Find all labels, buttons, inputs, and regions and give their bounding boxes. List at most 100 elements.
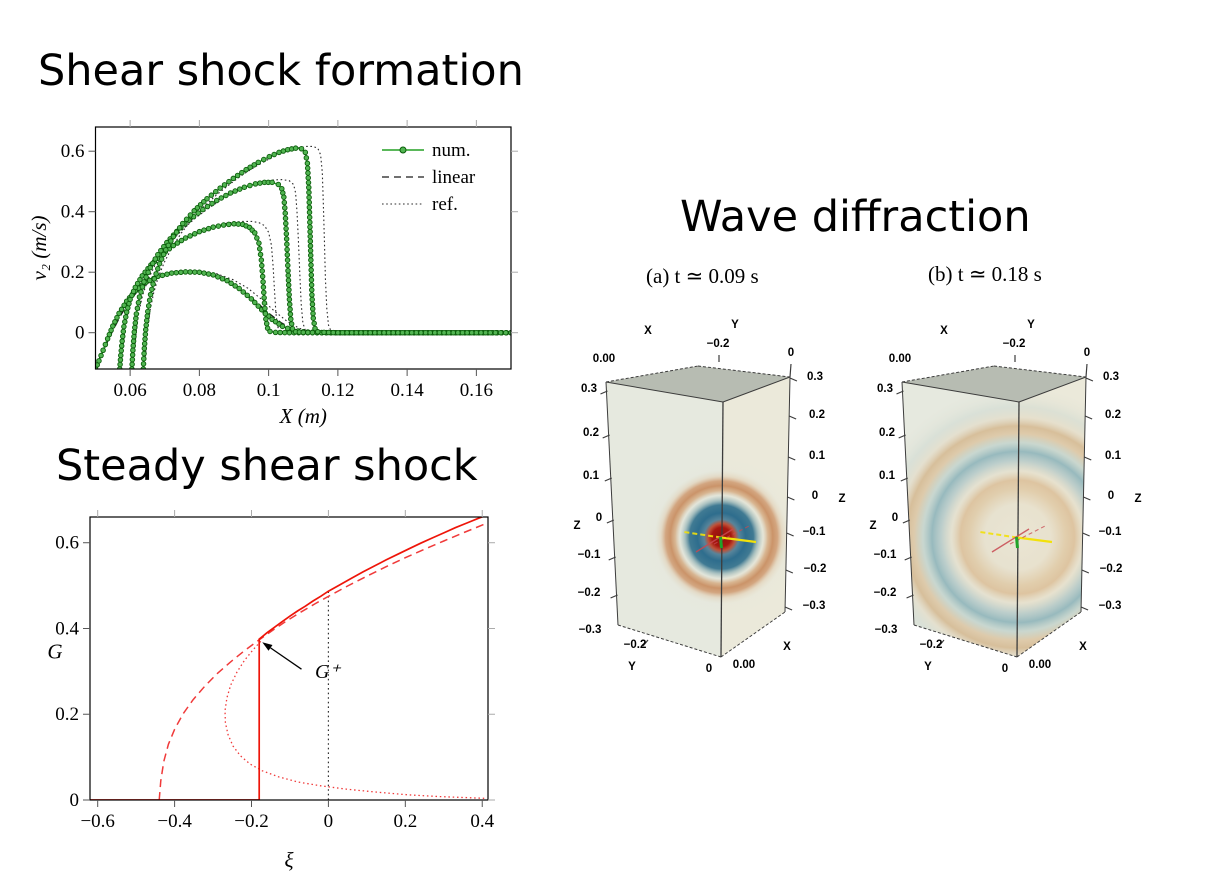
wave-volume-a-figure: 0.00 0.3 0.2 0.1 0 Z −0.1 −0.2 −0.3 0 0.3 0.2 0.1 0 Z −… bbox=[558, 300, 858, 700]
x-tick-label: 0.1 bbox=[257, 380, 281, 401]
wave-volume-b-figure: 0.00 0.3 0.2 0.1 0 Z −0.1 −0.2 −0.3 0 0.3 0.2 0.1 0 Z −… bbox=[854, 300, 1154, 700]
y-tick-label: 0.4 bbox=[55, 618, 79, 639]
y-axis-label: v₂ (m/s) bbox=[30, 215, 51, 280]
series-upper-branch bbox=[158, 523, 485, 800]
x-tick-label: 0.06 bbox=[114, 380, 147, 401]
cube-axis-label-left: −0.1 bbox=[578, 549, 601, 561]
steady-shock-figure: −0.6 −0.4 −0.2 0 0.2 0.4 0 0.2 0.4 0.6 ξ G G⁺ bbox=[25, 505, 545, 880]
legend-label: linear bbox=[432, 167, 476, 188]
cube-axis-label-right: −0.2 bbox=[1100, 563, 1123, 575]
cube-axis-label-right: 0.1 bbox=[1105, 450, 1122, 462]
series-shock-solution bbox=[90, 517, 485, 800]
probe-axes-glyph bbox=[979, 524, 1053, 553]
cube-b-caption: (b) t ≃ 0.18 s bbox=[928, 262, 1042, 286]
cube-axis-label-top: −0.2 bbox=[707, 338, 730, 350]
cube-axis-label-right: 0.2 bbox=[809, 409, 825, 421]
cube-axis-label-left: 0.3 bbox=[877, 383, 893, 395]
cube-axis-label-right: 0 bbox=[812, 490, 818, 502]
cube-axis-label-bottom: X bbox=[1079, 641, 1087, 653]
plot-area bbox=[95, 145, 511, 369]
plot-box bbox=[89, 516, 489, 801]
cube-front-edge bbox=[720, 401, 724, 658]
cube-top-face bbox=[606, 366, 790, 402]
x-axis-label: X (m) bbox=[279, 404, 327, 428]
cube-axis-label-bottom: 0.00 bbox=[1029, 659, 1051, 671]
shear-formation-title: Shear shock formation bbox=[38, 46, 524, 96]
wave-volume-b: 0.00 0.3 0.2 0.1 0 Z −0.1 −0.2 −0.3 0 0.3 0.2 0.1 0 Z −… bbox=[869, 319, 1141, 675]
y-tick-label: 0 bbox=[70, 790, 80, 811]
cube-axis-label-left: 0.1 bbox=[583, 470, 600, 482]
cube-axis-label-left: −0.1 bbox=[874, 549, 897, 561]
cube-axis-label-right: 0 bbox=[788, 347, 794, 359]
steady-shock-title: Steady shear shock bbox=[56, 441, 478, 491]
cube-axis-label-right: 0.3 bbox=[807, 371, 823, 383]
cube-axis-label-right: −0.2 bbox=[804, 563, 827, 575]
series-markers-6 bbox=[116, 221, 511, 369]
shear-formation-chart: 0.06 0.08 0.1 0.12 0.14 0.16 0 0.2 0.4 0.6 X (m) v₂… bbox=[30, 120, 518, 428]
y-tick-label: 0 bbox=[75, 323, 85, 344]
series-num-t1 bbox=[95, 271, 511, 369]
y-tick-label: 0.4 bbox=[61, 202, 85, 223]
cube-axis-label-left: Z bbox=[869, 520, 876, 532]
cube-axis-label-right: 0 bbox=[1084, 347, 1090, 359]
cube-axis-label-left: 0.00 bbox=[889, 353, 911, 365]
annotation-label: G⁺ bbox=[315, 661, 341, 683]
cube-axis-label-bottom: Y bbox=[628, 661, 636, 673]
x-tick-label: −0.6 bbox=[80, 811, 114, 832]
wave-diffraction-title: Wave diffraction bbox=[680, 192, 1031, 242]
y-tick-label: 0.6 bbox=[55, 533, 79, 554]
plot-area bbox=[90, 517, 485, 800]
series-markers-8 bbox=[140, 145, 511, 369]
cube-axis-label-bottom: 0 bbox=[706, 663, 712, 675]
x-axis-label: ξ bbox=[285, 848, 294, 872]
cube-a-caption: (a) t ≃ 0.09 s bbox=[646, 264, 759, 288]
cube-axis-label-bottom: −0.2 bbox=[624, 639, 647, 651]
cube-axis-label-left: 0.2 bbox=[879, 427, 895, 439]
legend-marker bbox=[399, 146, 407, 154]
x-tick-label: 0.08 bbox=[183, 380, 216, 401]
cube-axis-label-left: 0.00 bbox=[593, 353, 615, 365]
cube-top-face bbox=[902, 366, 1086, 402]
cube-axis-label-top: −0.2 bbox=[1003, 338, 1026, 350]
series-unstable-branch bbox=[224, 640, 485, 799]
cube-axis-label-left: Z bbox=[573, 520, 580, 532]
x-tick-label: 0.2 bbox=[393, 811, 417, 832]
series-ref-t1 bbox=[95, 270, 511, 369]
y-tick-label: 0.2 bbox=[61, 262, 85, 283]
steady-shock-chart: −0.6 −0.4 −0.2 0 0.2 0.4 0 0.2 0.4 0.6 ξ G G⁺ bbox=[47, 510, 495, 872]
cube-axis-label-right: −0.3 bbox=[1099, 600, 1122, 612]
cube-axis-label-right: 0.3 bbox=[1103, 371, 1119, 383]
cube-axis-label-top: X bbox=[940, 325, 948, 337]
x-tick-label: 0 bbox=[324, 811, 334, 832]
x-tick-label: 0.16 bbox=[460, 380, 493, 401]
cube-axis-label-left: 0.1 bbox=[879, 470, 896, 482]
cube-axis-label-right: 0.2 bbox=[1105, 409, 1121, 421]
y-axis-label: G bbox=[47, 640, 62, 664]
cube-axis-label-left: −0.3 bbox=[875, 624, 898, 636]
x-tick-label: −0.4 bbox=[157, 811, 192, 832]
y-tick-label: 0.2 bbox=[55, 704, 79, 725]
legend-label: num. bbox=[432, 140, 471, 161]
cube-axis-label-left: 0 bbox=[892, 512, 898, 524]
shear-formation-figure: 0.06 0.08 0.1 0.12 0.14 0.16 0 0.2 0.4 0.6 X (m) v₂… bbox=[30, 113, 550, 443]
annotation-arrowhead bbox=[262, 642, 273, 651]
cube-axis-label-left: −0.3 bbox=[579, 624, 602, 636]
cube-axis-label-right: 0.1 bbox=[809, 450, 826, 462]
plot-box bbox=[94, 126, 512, 370]
cube-axis-label-right: −0.1 bbox=[803, 526, 826, 538]
cube-axis-label-bottom: −0.2 bbox=[920, 639, 943, 651]
cube-axis-label-left: 0 bbox=[596, 512, 602, 524]
series-linear bbox=[95, 270, 511, 368]
cube-axis-label-right: Z bbox=[838, 493, 845, 505]
cube-axis-label-top: Y bbox=[731, 319, 739, 331]
cube-front-edge bbox=[1016, 401, 1020, 658]
cube-axis-label-top: Y bbox=[1027, 319, 1035, 331]
cube-axis-label-right: −0.3 bbox=[803, 600, 826, 612]
x-tick-label: 0.12 bbox=[321, 380, 354, 401]
cube-axis-label-bottom: Y bbox=[924, 661, 932, 673]
cube-axis-label-top: X bbox=[644, 325, 652, 337]
cube-axis-label-right: 0 bbox=[1108, 490, 1114, 502]
cube-axis-label-bottom: 0 bbox=[1002, 663, 1008, 675]
x-tick-label: 0.4 bbox=[470, 811, 494, 832]
cube-axis-label-left: 0.2 bbox=[583, 427, 599, 439]
